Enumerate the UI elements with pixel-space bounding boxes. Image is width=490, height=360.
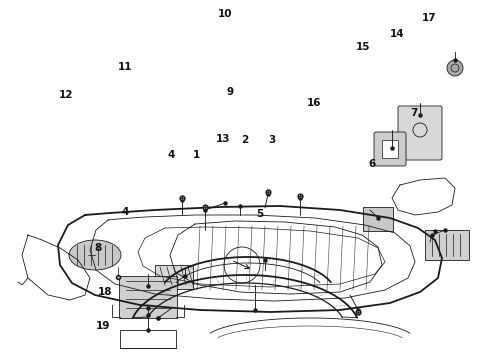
Text: 13: 13 — [216, 134, 230, 144]
Text: 4: 4 — [168, 150, 175, 160]
Text: 8: 8 — [95, 243, 101, 253]
Text: 12: 12 — [59, 90, 74, 100]
Text: 16: 16 — [306, 98, 321, 108]
FancyBboxPatch shape — [119, 276, 177, 318]
Text: 9: 9 — [227, 87, 234, 97]
FancyBboxPatch shape — [425, 230, 469, 260]
Text: 5: 5 — [256, 209, 263, 219]
Text: 6: 6 — [369, 159, 376, 169]
Text: 17: 17 — [421, 13, 436, 23]
Text: 4: 4 — [121, 207, 129, 217]
Text: 14: 14 — [390, 29, 404, 39]
Text: 18: 18 — [98, 287, 113, 297]
Text: 11: 11 — [118, 62, 132, 72]
Text: 7: 7 — [410, 108, 418, 118]
Text: 19: 19 — [96, 321, 110, 331]
Circle shape — [447, 60, 463, 76]
FancyBboxPatch shape — [374, 132, 406, 166]
Ellipse shape — [69, 240, 121, 270]
FancyBboxPatch shape — [155, 265, 193, 289]
FancyBboxPatch shape — [363, 207, 393, 231]
Text: 3: 3 — [269, 135, 275, 145]
Text: 1: 1 — [193, 150, 199, 160]
FancyBboxPatch shape — [382, 140, 398, 158]
Text: 2: 2 — [242, 135, 248, 145]
Text: 15: 15 — [355, 42, 370, 52]
Text: 10: 10 — [218, 9, 233, 19]
Bar — [120, 330, 176, 348]
FancyBboxPatch shape — [398, 106, 442, 160]
